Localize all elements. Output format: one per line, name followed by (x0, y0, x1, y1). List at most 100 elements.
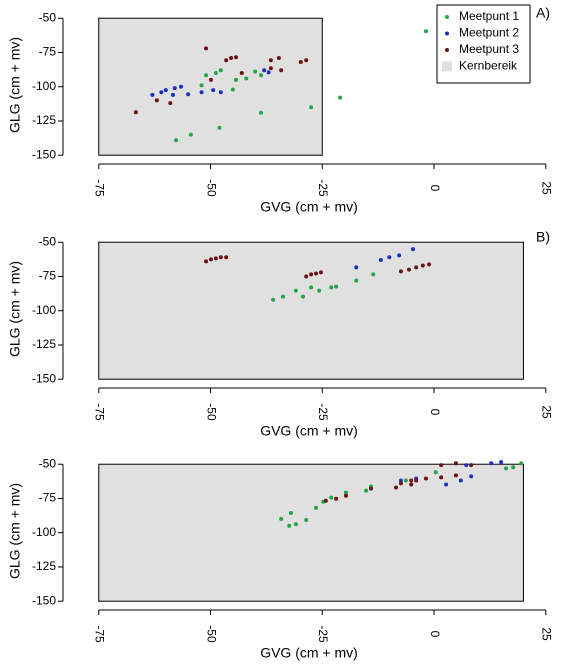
point (188, 132, 193, 137)
point (150, 92, 155, 97)
y-tick-label: -125 (32, 559, 56, 573)
point (503, 466, 508, 471)
point (309, 272, 314, 277)
point (398, 269, 403, 274)
panel: -50 -75 -100 -125 -150 -75 -50 -25 0 25 GVG (cm + … (7, 229, 554, 439)
y-tick-label: -50 (39, 234, 57, 248)
y-tick-label: -150 (32, 147, 56, 161)
point (343, 490, 348, 495)
point (378, 258, 383, 263)
point (317, 288, 322, 293)
point (301, 294, 306, 299)
point (411, 247, 416, 252)
point (334, 284, 339, 289)
y-tick-label: -75 (39, 45, 57, 59)
x-tick-label: 25 (540, 181, 554, 195)
point (213, 71, 218, 76)
point (170, 92, 175, 97)
x-tick-label: -25 (316, 403, 330, 421)
x-axis-label: GVG (cm + mv) (260, 199, 358, 215)
point (259, 73, 264, 78)
point (464, 463, 469, 468)
point (218, 255, 223, 260)
point (427, 262, 432, 267)
panel: -50 -75 -100 -125 -150 -75 -50 -25 0 25 GVG (cm + … (7, 456, 554, 660)
point (368, 486, 373, 491)
point (208, 77, 213, 82)
x-tick-label: -75 (93, 403, 107, 421)
point (489, 461, 494, 466)
point (406, 267, 411, 272)
point (279, 68, 284, 73)
legend-marker (445, 15, 449, 19)
x-tick-label: -75 (93, 625, 107, 643)
point (239, 71, 244, 76)
point (199, 83, 204, 88)
point (323, 498, 328, 503)
point (444, 482, 449, 487)
legend-label: Meetpunt 1 (459, 9, 519, 23)
x-tick-label: 25 (540, 405, 554, 419)
point (309, 285, 314, 290)
x-tick-label: -25 (316, 625, 330, 643)
point (172, 86, 177, 91)
legend-label: Kernbereik (459, 59, 518, 73)
point (314, 505, 319, 510)
x-tick-label: 0 (428, 409, 442, 416)
legend-marker (442, 61, 452, 72)
point (409, 478, 414, 483)
y-tick-label: -125 (32, 113, 56, 127)
point (168, 101, 173, 106)
point (213, 256, 218, 261)
point (159, 90, 164, 95)
point (233, 77, 238, 82)
point (204, 46, 209, 51)
point (469, 474, 474, 479)
point (288, 510, 293, 515)
point (469, 463, 474, 468)
x-tick-label: -25 (316, 179, 330, 197)
point (364, 488, 369, 493)
legend-marker (445, 48, 449, 52)
y-tick-label: -125 (32, 337, 56, 351)
point (280, 294, 285, 299)
y-tick-label: -100 (32, 303, 56, 317)
point (293, 522, 298, 527)
core-range (98, 241, 524, 380)
point (354, 278, 359, 283)
y-tick-label: -100 (32, 525, 56, 539)
point (224, 255, 229, 260)
point (409, 482, 414, 487)
point (204, 73, 209, 78)
point (262, 68, 267, 73)
point (423, 476, 428, 481)
point (329, 285, 334, 290)
point (354, 265, 359, 270)
point (204, 259, 209, 264)
point (259, 110, 264, 115)
point (218, 90, 223, 95)
point (397, 253, 402, 258)
legend-label: Meetpunt 2 (459, 26, 519, 40)
y-axis-label: GLG (cm + mv) (7, 37, 23, 133)
y-tick-label: -100 (32, 79, 56, 93)
point (218, 68, 223, 73)
point (439, 475, 444, 480)
x-tick-label: -50 (204, 179, 218, 197)
point (268, 66, 273, 71)
point (304, 274, 309, 279)
point (233, 55, 238, 60)
legend: Meetpunt 1 Meetpunt 2 Meetpunt 3 Kernbereik (436, 4, 531, 84)
point (287, 523, 292, 528)
x-tick-label: 0 (428, 631, 442, 638)
point (318, 270, 323, 275)
point (244, 76, 249, 81)
point (398, 478, 403, 483)
panel-label: A) (536, 5, 550, 21)
point (453, 473, 458, 478)
x-tick-label: -50 (204, 625, 218, 643)
point (293, 288, 298, 293)
x-tick-label: -75 (93, 179, 107, 197)
point (414, 478, 419, 483)
point (298, 60, 303, 65)
